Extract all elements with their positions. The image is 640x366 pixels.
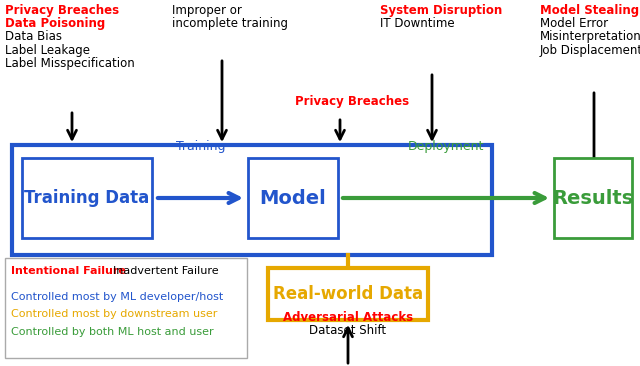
- Text: Controlled most by ML developer/host: Controlled most by ML developer/host: [11, 292, 223, 302]
- Text: Privacy Breaches: Privacy Breaches: [295, 95, 409, 108]
- Text: Label Leakage: Label Leakage: [5, 44, 90, 56]
- Bar: [268, 268, 428, 320]
- Text: Inadvertent Failure: Inadvertent Failure: [113, 266, 219, 276]
- Text: Results: Results: [552, 188, 634, 208]
- Text: Training: Training: [176, 140, 225, 153]
- Text: Model Error: Model Error: [540, 17, 608, 30]
- Text: Model Stealing: Model Stealing: [540, 4, 639, 17]
- Text: Controlled by both ML host and user: Controlled by both ML host and user: [11, 326, 214, 337]
- Bar: [22, 158, 152, 238]
- Text: incomplete training: incomplete training: [172, 17, 288, 30]
- Text: Misinterpretation: Misinterpretation: [540, 30, 640, 43]
- Text: System Disruption: System Disruption: [380, 4, 502, 17]
- Bar: [554, 158, 632, 238]
- Text: Data Poisoning: Data Poisoning: [5, 17, 105, 30]
- Text: Intentional Failure: Intentional Failure: [11, 266, 126, 276]
- Text: IT Downtime: IT Downtime: [380, 17, 454, 30]
- Text: Controlled most by downstream user: Controlled most by downstream user: [11, 310, 218, 320]
- Bar: [12, 145, 492, 255]
- Text: Label Misspecification: Label Misspecification: [5, 57, 135, 70]
- Bar: [248, 158, 338, 238]
- Text: Real-world Data: Real-world Data: [273, 285, 423, 303]
- Text: Data Bias: Data Bias: [5, 30, 62, 43]
- Text: Job Displacement: Job Displacement: [540, 44, 640, 56]
- Text: Training Data: Training Data: [24, 189, 150, 207]
- Text: Dataset Shift: Dataset Shift: [309, 324, 387, 337]
- Bar: [5, 258, 247, 358]
- Text: Privacy Breaches: Privacy Breaches: [5, 4, 119, 17]
- Text: Improper or: Improper or: [172, 4, 242, 17]
- Text: Model: Model: [260, 188, 326, 208]
- Text: Deployment: Deployment: [408, 140, 484, 153]
- Text: Adversarial Attacks: Adversarial Attacks: [283, 311, 413, 324]
